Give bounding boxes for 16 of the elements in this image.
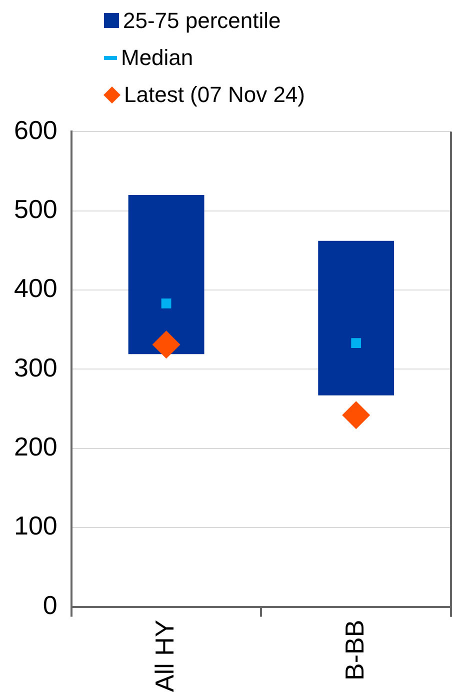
y-tick-label: 600 — [14, 114, 58, 145]
y-tick-label: 200 — [14, 432, 58, 462]
legend-label: Latest (07 Nov 24) — [124, 81, 305, 109]
x-tick-label: B-BB — [339, 620, 370, 680]
point — [152, 330, 180, 359]
legend-label: Median — [121, 44, 194, 72]
y-tick-label: 500 — [14, 194, 58, 224]
legend-label: 25-75 percentile — [123, 7, 281, 35]
y-tick-label: 0 — [42, 590, 58, 620]
x-tick-label: All HY — [149, 620, 180, 692]
y-tick-label: 300 — [14, 352, 58, 382]
point — [342, 401, 370, 430]
point — [161, 298, 172, 308]
y-tick-label: 100 — [14, 510, 58, 541]
point — [351, 338, 362, 348]
y-tick-label: 400 — [14, 273, 58, 304]
